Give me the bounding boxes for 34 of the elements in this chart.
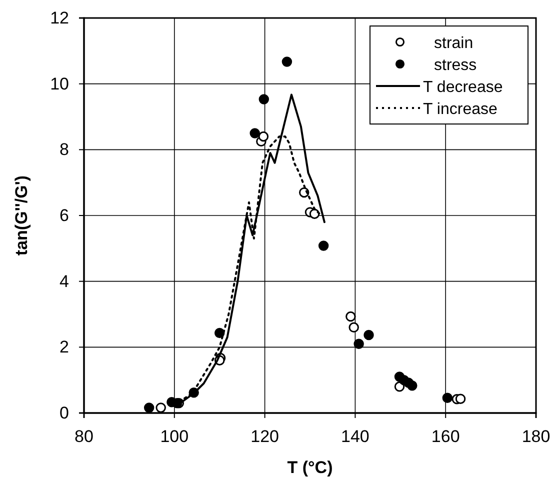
y-tick-label: 8 bbox=[60, 140, 69, 160]
point bbox=[364, 330, 374, 340]
point bbox=[258, 131, 269, 142]
point bbox=[258, 94, 270, 104]
point bbox=[156, 402, 166, 413]
y-tick-label: 0 bbox=[60, 403, 69, 422]
y-axis-title: tan(G''/G') bbox=[12, 175, 31, 256]
x-tick-label: 120 bbox=[250, 427, 279, 446]
point bbox=[318, 240, 329, 251]
x-tick-label: 80 bbox=[74, 427, 94, 446]
y-tick-label: 4 bbox=[60, 272, 69, 291]
point bbox=[455, 394, 466, 404]
y-tick-label: 2 bbox=[60, 338, 69, 357]
x-tick-label: 140 bbox=[341, 427, 370, 446]
point bbox=[214, 328, 225, 338]
x-tick-label: 180 bbox=[522, 427, 550, 446]
y-tick-label: 6 bbox=[60, 206, 69, 225]
x-tick-label: 100 bbox=[160, 427, 189, 446]
point bbox=[250, 128, 260, 138]
legend-label: strain bbox=[434, 35, 474, 52]
point bbox=[354, 338, 364, 349]
point bbox=[407, 380, 418, 391]
y-tick-label: 12 bbox=[50, 8, 69, 28]
legend-label: T decrease bbox=[423, 79, 503, 96]
point bbox=[282, 56, 292, 67]
y-tick-label: 10 bbox=[50, 74, 69, 94]
point bbox=[346, 311, 356, 322]
point bbox=[144, 402, 154, 413]
point bbox=[348, 322, 359, 333]
point bbox=[442, 392, 453, 403]
legend-label: stress bbox=[434, 57, 477, 74]
x-axis-title: T (°C) bbox=[287, 458, 333, 477]
legend-label: T increase bbox=[423, 101, 498, 118]
x-tick-label: 160 bbox=[431, 427, 460, 446]
